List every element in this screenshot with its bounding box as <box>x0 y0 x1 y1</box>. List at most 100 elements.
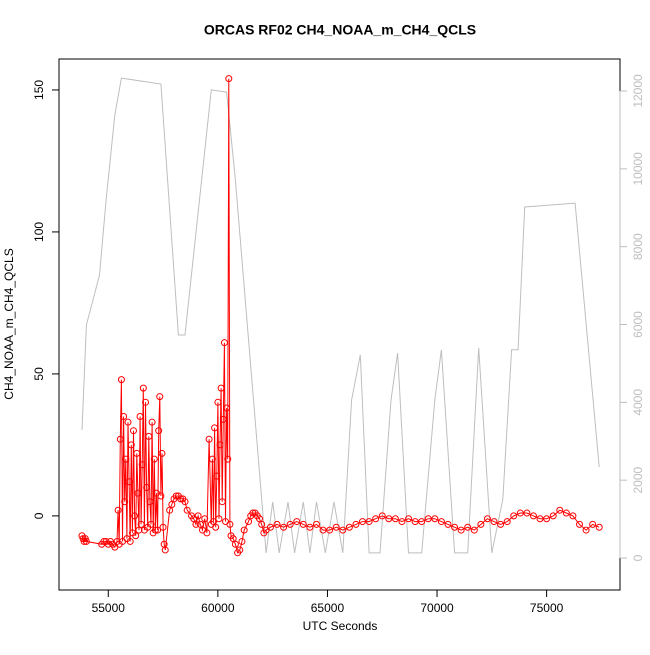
y2-tick-label: 10000 <box>631 152 645 186</box>
point <box>133 449 141 457</box>
point <box>266 523 274 531</box>
point <box>306 523 314 531</box>
point <box>444 520 452 528</box>
point <box>359 518 367 526</box>
point <box>157 492 165 500</box>
x-axis-label: UTC Seconds <box>303 619 378 633</box>
point <box>220 339 228 347</box>
point <box>125 478 133 486</box>
point <box>208 455 216 463</box>
point <box>326 526 334 534</box>
point <box>312 520 320 528</box>
point <box>490 518 498 526</box>
point <box>194 512 202 520</box>
point <box>155 427 163 435</box>
y2-tick-label: 0 <box>631 554 645 561</box>
point <box>161 546 169 554</box>
point <box>516 509 524 517</box>
point <box>477 520 485 528</box>
point <box>151 526 159 534</box>
point <box>150 455 158 463</box>
point <box>114 506 122 514</box>
x-tick-label: 60000 <box>201 601 235 615</box>
point <box>127 441 135 449</box>
point <box>131 512 139 520</box>
point <box>82 537 90 545</box>
point <box>258 520 266 528</box>
point <box>124 418 132 426</box>
point <box>240 526 248 534</box>
point <box>143 483 151 491</box>
point <box>273 520 281 528</box>
point <box>345 523 353 531</box>
x-tick-label: 55000 <box>92 601 126 615</box>
chart-title: ORCAS RF02 CH4_NOAA_m_CH4_QCLS <box>204 22 476 38</box>
point <box>201 515 209 523</box>
point <box>181 498 189 506</box>
point <box>536 515 544 523</box>
point <box>372 515 380 523</box>
point <box>582 526 590 534</box>
point <box>523 509 531 517</box>
point <box>299 520 307 528</box>
point <box>225 75 233 83</box>
y2-tick-label: 4000 <box>631 389 645 416</box>
point <box>126 537 134 545</box>
point <box>148 418 156 426</box>
point <box>385 515 393 523</box>
point <box>216 441 224 449</box>
point <box>129 427 137 435</box>
point <box>286 520 294 528</box>
point <box>117 376 125 384</box>
point <box>146 498 154 506</box>
point <box>464 523 472 531</box>
point <box>219 415 227 423</box>
point <box>398 518 406 526</box>
point <box>121 498 129 506</box>
point <box>156 393 164 401</box>
point <box>214 398 222 406</box>
point <box>218 498 226 506</box>
point <box>203 529 211 537</box>
point <box>352 520 360 528</box>
plot-box <box>58 58 621 591</box>
point <box>411 518 419 526</box>
point <box>147 520 155 528</box>
point <box>451 523 459 531</box>
y-tick-label: 0 <box>32 512 46 519</box>
point <box>332 523 340 531</box>
point <box>483 515 491 523</box>
point <box>217 384 225 392</box>
point <box>120 413 128 421</box>
y2-tick-label: 2000 <box>631 467 645 494</box>
point <box>405 515 413 523</box>
x-tick-label: 65000 <box>311 601 345 615</box>
point <box>183 506 191 514</box>
point <box>470 526 478 534</box>
point <box>391 515 399 523</box>
point <box>154 526 162 534</box>
point <box>339 526 347 534</box>
point <box>122 455 130 463</box>
point <box>192 520 200 528</box>
point <box>136 413 144 421</box>
point <box>365 518 373 526</box>
point <box>562 509 570 517</box>
y-tick-label: 50 <box>32 367 46 381</box>
point <box>236 546 244 554</box>
point <box>556 506 564 514</box>
point <box>158 449 166 457</box>
point <box>529 512 537 520</box>
point <box>223 404 231 412</box>
y-tick-label: 150 <box>32 80 46 100</box>
point <box>138 461 146 469</box>
y2-tick-label: 8000 <box>631 233 645 260</box>
y2-tick-label: 6000 <box>631 311 645 338</box>
point <box>437 518 445 526</box>
point <box>510 512 518 520</box>
point <box>503 518 511 526</box>
y2-tick-label: 12000 <box>631 74 645 108</box>
point <box>293 518 301 526</box>
point <box>280 523 288 531</box>
